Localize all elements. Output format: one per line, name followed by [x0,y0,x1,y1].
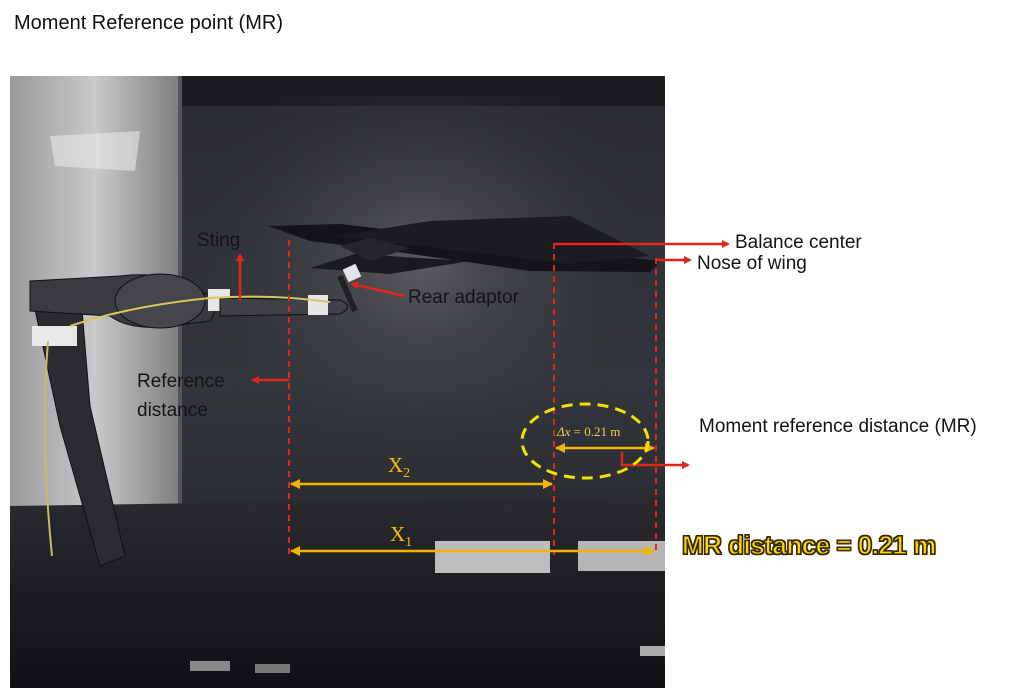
reference-distance-label: Reference distance [137,371,225,421]
nose-of-wing-label: Nose of wing [697,253,807,274]
balance-center-label: Balance center [735,232,862,253]
wind-tunnel-photo [10,76,665,688]
slide-title: Moment Reference point (MR) [14,12,283,34]
rear-adaptor-label: Rear adaptor [408,287,519,308]
sting-label: Sting [197,230,241,251]
x1-label: X1 [390,522,413,550]
moment-reference-distance-label: Moment reference distance (MR) [699,416,977,437]
mr-distance-highlight: MR distance = 0.21 m [681,529,936,560]
x2-label: X2 [388,453,411,481]
delta-x-label: Δx = 0.21 m [557,424,621,439]
